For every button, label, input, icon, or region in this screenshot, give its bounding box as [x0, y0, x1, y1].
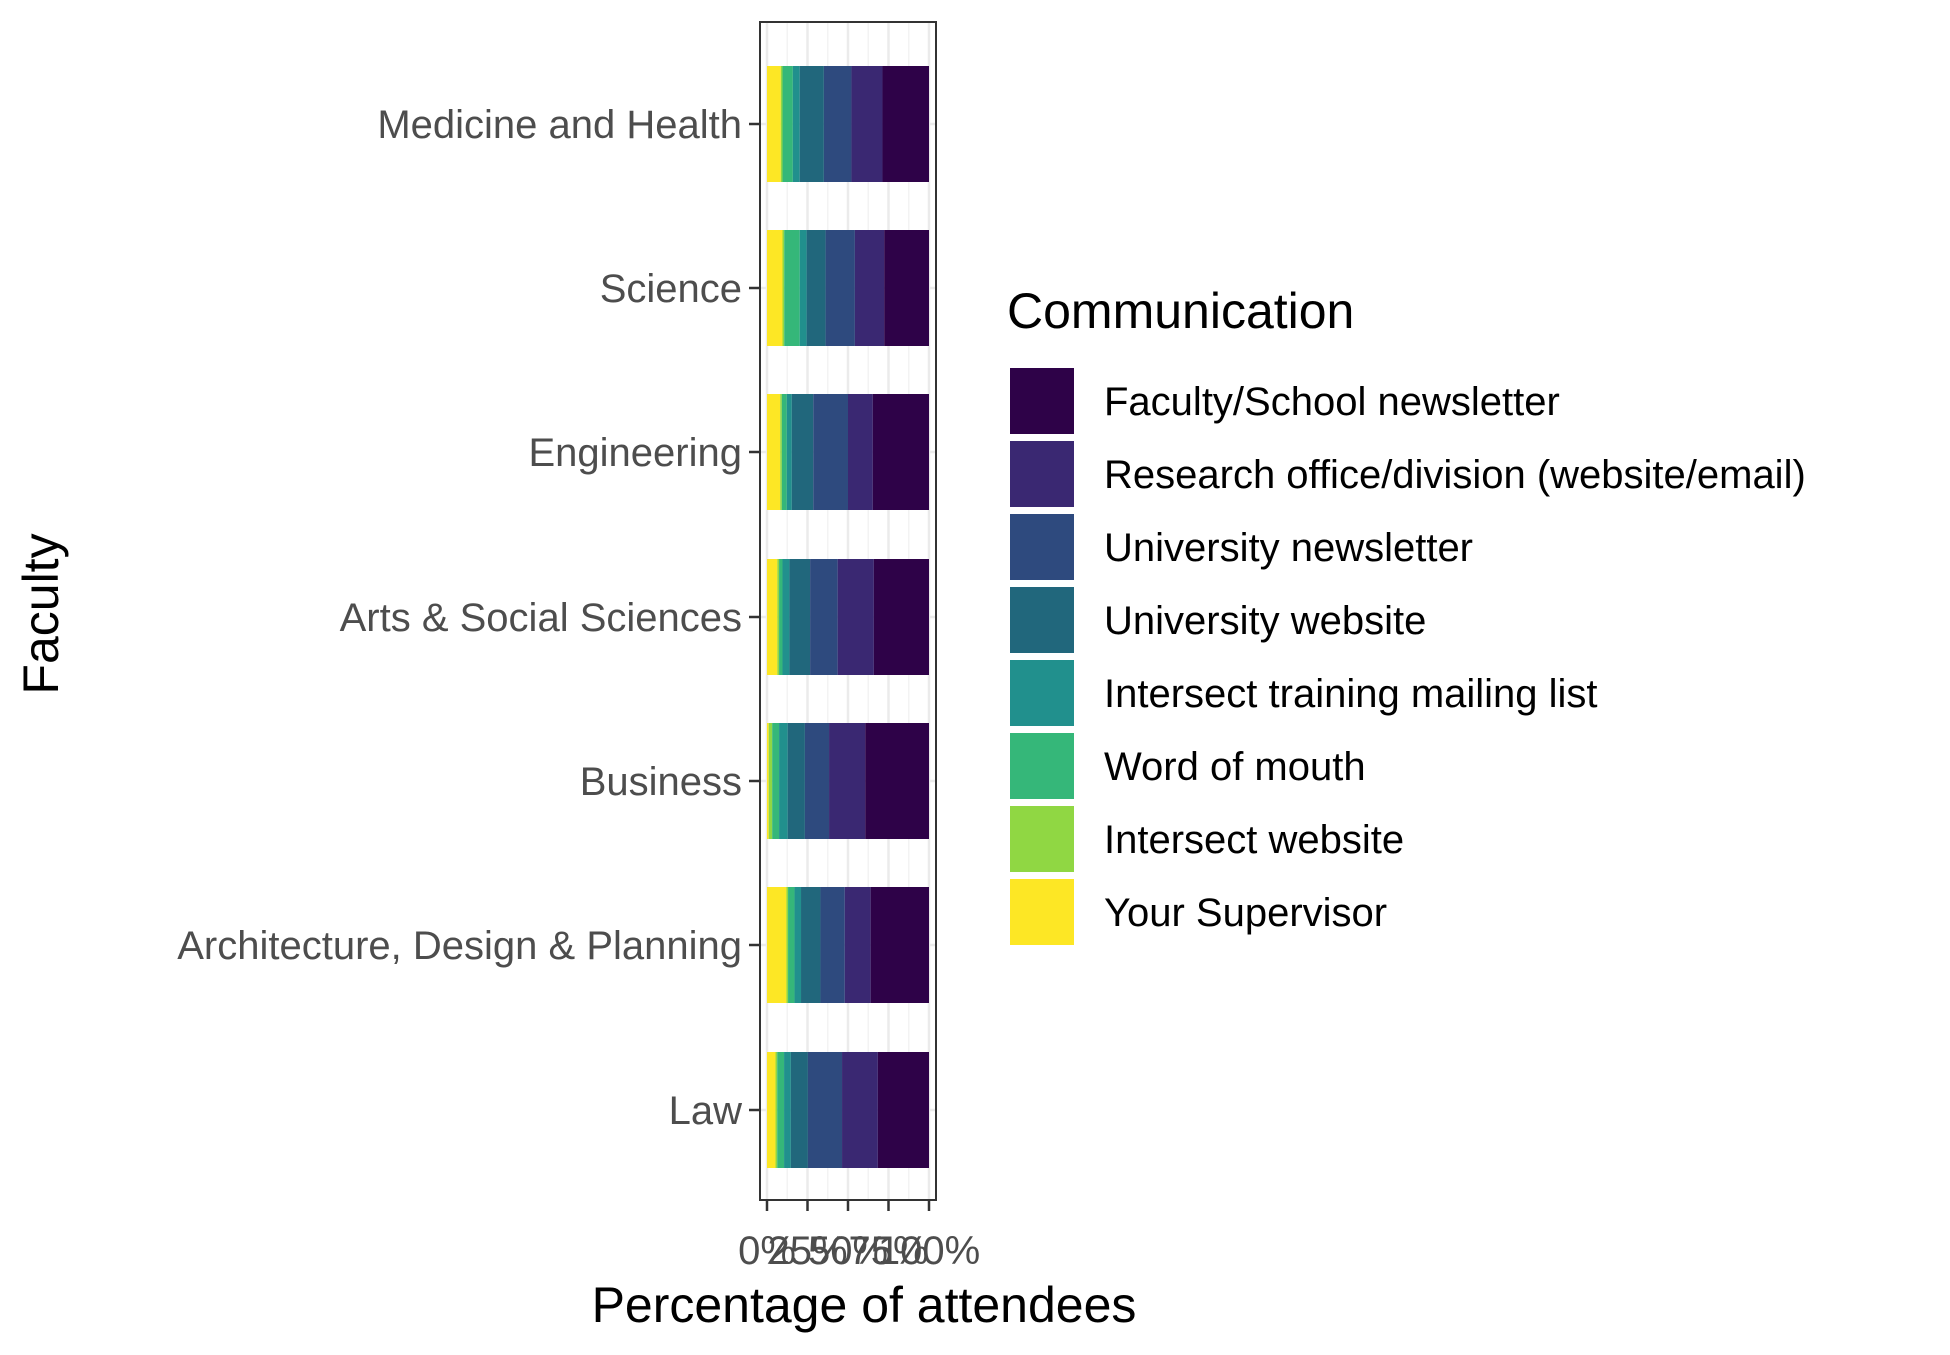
bar-segment: [813, 394, 848, 510]
bar-segment: [837, 559, 874, 675]
x-tick-label: 50%: [808, 1229, 888, 1273]
bar-segment: [777, 1052, 785, 1168]
legend-swatch: [1010, 368, 1074, 434]
bar-segment: [799, 66, 824, 182]
bar-segment: [810, 559, 838, 675]
bar-segment: [777, 559, 780, 675]
legend-swatch: [1010, 806, 1074, 872]
bar-segment: [780, 394, 782, 510]
bar-segment: [877, 1052, 929, 1168]
x-axis: 0%25%50%75%100%: [738, 1200, 980, 1273]
bar-segment: [788, 887, 795, 1003]
legend-swatch: [1010, 733, 1074, 799]
bar-segment: [781, 394, 787, 510]
bar-segment: [842, 1052, 878, 1168]
bar-segment: [854, 230, 885, 346]
legend-label: University newsletter: [1104, 526, 1473, 570]
bar-segment: [786, 887, 789, 1003]
bar-segment: [779, 723, 788, 839]
bar-segment: [884, 230, 929, 346]
legend-label: Faculty/School newsletter: [1104, 380, 1560, 424]
bar-segment: [782, 230, 785, 346]
bar-segment: [870, 887, 929, 1003]
y-tick-label: Science: [600, 267, 742, 311]
bar-segment: [873, 559, 929, 675]
legend-label: Intersect training mailing list: [1104, 672, 1598, 716]
x-tick-label: 0%: [738, 1229, 796, 1273]
legend-label: Intersect website: [1104, 818, 1404, 862]
bar-segment: [820, 887, 845, 1003]
bar-segment: [767, 559, 778, 675]
legend-swatch: [1010, 660, 1074, 726]
bar-segment: [865, 723, 929, 839]
bar-segment: [823, 66, 852, 182]
legend-swatch: [1010, 514, 1074, 580]
x-tick-label: 75%: [848, 1229, 928, 1273]
bar-segment: [848, 394, 873, 510]
bar-segment: [767, 66, 781, 182]
bar-segment: [787, 723, 805, 839]
bar-segment: [807, 1052, 843, 1168]
bar-segment: [794, 887, 802, 1003]
y-tick-label: Medicine and Health: [377, 103, 742, 147]
bar-segment: [784, 1052, 791, 1168]
bar-segment: [851, 66, 883, 182]
bar-segment: [801, 887, 821, 1003]
bar-segment: [768, 723, 773, 839]
y-axis: Medicine and Health Science Engineering Art…: [177, 103, 760, 1133]
bar-segment: [772, 723, 780, 839]
bars: [759, 21, 937, 1201]
legend-swatch: [1010, 441, 1074, 507]
bar-segment: [775, 1052, 778, 1168]
bar-segment: [792, 66, 800, 182]
bar-segment: [767, 723, 769, 839]
x-tick-label: 100%: [878, 1229, 980, 1273]
legend-label: Your Supervisor: [1104, 891, 1387, 935]
bar-segment: [789, 559, 811, 675]
bar-segment: [791, 394, 814, 510]
legend-label: Research office/division (website/email): [1104, 453, 1806, 497]
bar-segment: [806, 230, 826, 346]
legend-label: Word of mouth: [1104, 745, 1366, 789]
y-axis-title: Faculty: [13, 533, 69, 694]
bar-segment: [780, 66, 783, 182]
bar-segment: [784, 230, 800, 346]
bar-segment: [767, 230, 783, 346]
bar-segment: [779, 559, 783, 675]
bar-segment: [825, 230, 855, 346]
bar-segment: [767, 394, 781, 510]
bar-segment: [782, 559, 790, 675]
bar-segment: [799, 230, 807, 346]
legend-title: Communication: [1007, 283, 1354, 339]
bar-segment: [844, 887, 871, 1003]
legend: Communication Faculty/School newsletter R…: [1007, 283, 1806, 946]
bar-segment: [872, 394, 929, 510]
y-tick-label: Business: [580, 760, 742, 804]
bar-segment: [782, 66, 793, 182]
bar-segment: [767, 1052, 776, 1168]
y-tick-label: Engineering: [529, 431, 743, 475]
bar-segment: [829, 723, 866, 839]
x-axis-title: Percentage of attendees: [592, 1277, 1137, 1333]
x-tick-label: 25%: [767, 1229, 847, 1273]
bar-segment: [882, 66, 929, 182]
bar-segment: [767, 887, 787, 1003]
y-tick-label: Arts & Social Sciences: [340, 596, 742, 640]
y-tick-label: Law: [669, 1089, 742, 1133]
legend-swatch: [1010, 587, 1074, 653]
bar-segment: [786, 394, 792, 510]
bar-segment: [804, 723, 830, 839]
legend-label: University website: [1104, 599, 1426, 643]
bar-segment: [790, 1052, 808, 1168]
legend-swatch: [1010, 879, 1074, 945]
y-tick-label: Architecture, Design & Planning: [177, 924, 742, 968]
